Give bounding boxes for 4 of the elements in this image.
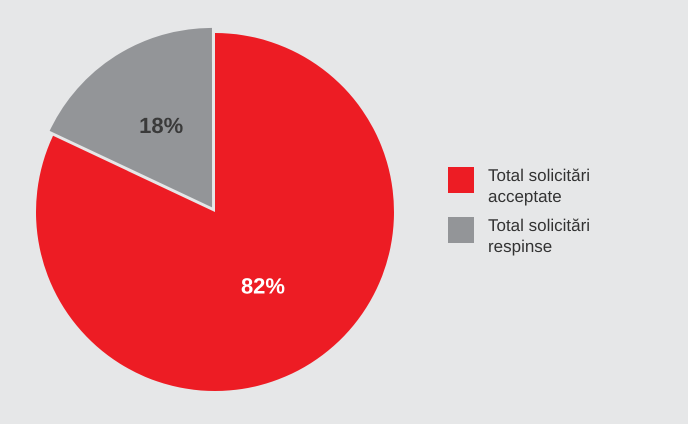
data-label: 18% bbox=[139, 113, 184, 138]
legend-label: Total solicitări acceptate bbox=[488, 165, 592, 207]
legend-label: Total solicitări respinse bbox=[488, 215, 592, 257]
data-label: 82% bbox=[240, 274, 285, 299]
